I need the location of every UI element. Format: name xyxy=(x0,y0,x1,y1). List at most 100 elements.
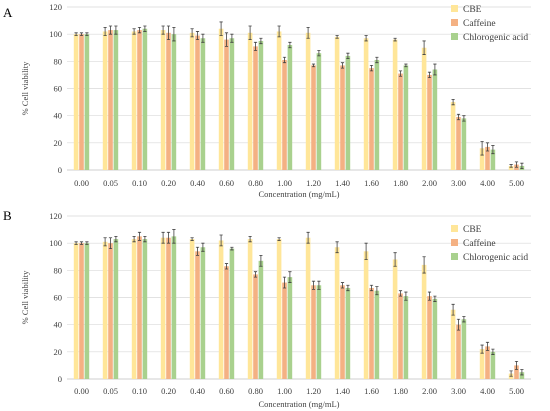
y-tick-label: 40 xyxy=(54,320,63,330)
bar-chlorogenic-acid xyxy=(142,239,148,379)
error-bar xyxy=(340,282,345,289)
y-tick-label: 80 xyxy=(54,265,63,275)
y-axis-title: % Cell viability xyxy=(20,61,30,116)
bar-caffeine xyxy=(398,293,403,379)
error-bar xyxy=(306,26,310,39)
error-bar xyxy=(253,271,258,278)
bar-chlorogenic-acid xyxy=(287,277,293,379)
x-axis-title: Concentration (mg/mL) xyxy=(259,399,340,409)
bar-chlorogenic-acid xyxy=(258,260,264,379)
error-bar xyxy=(317,50,321,57)
error-bar xyxy=(108,25,113,35)
bar-cbe xyxy=(479,148,485,170)
error-bar xyxy=(230,33,234,43)
bar-caffeine xyxy=(166,237,171,379)
bar-chlorogenic-acid xyxy=(113,239,119,379)
error-bar xyxy=(393,252,397,267)
bar-caffeine xyxy=(369,287,374,379)
error-bar xyxy=(108,237,113,249)
bar-caffeine xyxy=(137,30,142,170)
bar-cbe xyxy=(218,240,224,379)
bar-caffeine xyxy=(282,59,287,170)
legend-swatch xyxy=(451,33,458,40)
legend-label: CBE xyxy=(463,225,482,235)
bar-chlorogenic-acid xyxy=(171,34,177,170)
bar-cbe xyxy=(392,39,398,170)
error-bar xyxy=(74,241,78,245)
error-bar xyxy=(485,341,490,351)
error-bar xyxy=(369,284,374,292)
bar-cbe xyxy=(450,102,456,170)
bar-caffeine xyxy=(485,346,490,379)
error-bar xyxy=(137,231,142,241)
bar-caffeine xyxy=(195,251,200,379)
bar-cbe xyxy=(479,349,485,379)
error-bar xyxy=(79,32,84,36)
x-tick-label: 0.80 xyxy=(248,386,263,396)
error-bar xyxy=(288,41,292,49)
y-tick-label: 120 xyxy=(49,211,62,221)
bar-cbe xyxy=(421,264,427,379)
bar-cbe xyxy=(189,32,195,170)
x-tick-label: 1.20 xyxy=(306,178,321,188)
error-bar xyxy=(520,162,524,170)
bar-cbe xyxy=(276,31,282,171)
bar-chlorogenic-acid xyxy=(258,40,264,171)
error-bar xyxy=(253,41,258,51)
bar-cbe xyxy=(334,247,340,379)
error-bar xyxy=(85,32,89,36)
error-bar xyxy=(311,280,316,290)
bar-cbe xyxy=(102,31,108,171)
error-bar xyxy=(393,37,397,42)
y-tick-label: 120 xyxy=(49,2,62,12)
bar-cbe xyxy=(131,239,137,379)
x-tick-label: 1.40 xyxy=(335,386,350,396)
legend-swatch xyxy=(451,19,458,26)
error-bar xyxy=(427,291,432,301)
error-bar xyxy=(317,280,321,290)
error-bar xyxy=(282,56,287,64)
bar-cbe xyxy=(508,165,514,170)
bar-caffeine xyxy=(253,274,258,379)
bar-chlorogenic-acid xyxy=(229,38,235,170)
bar-chlorogenic-acid xyxy=(84,34,90,170)
bar-chlorogenic-acid xyxy=(490,351,496,379)
bar-caffeine xyxy=(340,285,345,379)
error-bar xyxy=(282,276,287,289)
x-tick-label: 1.80 xyxy=(393,178,408,188)
x-tick-label: 1.20 xyxy=(306,386,321,396)
bar-cbe xyxy=(450,309,456,379)
error-bar xyxy=(230,246,234,251)
bar-chlorogenic-acid xyxy=(432,69,438,170)
legend: CBE Caffeine Chlorogenic acid xyxy=(451,5,528,43)
error-bar xyxy=(433,295,437,302)
legend: CBE Caffeine Chlorogenic acid xyxy=(451,225,528,263)
error-bar xyxy=(451,303,455,316)
y-tick-label: 100 xyxy=(49,238,62,248)
error-bar xyxy=(74,32,78,36)
error-bar xyxy=(404,291,408,301)
bar-cbe xyxy=(131,31,137,171)
bar-cbe xyxy=(247,32,253,170)
error-bar xyxy=(346,284,350,292)
error-bar xyxy=(491,348,495,355)
bar-caffeine xyxy=(253,46,258,171)
bar-chlorogenic-acid xyxy=(287,45,293,170)
error-bar xyxy=(451,98,455,106)
error-bar xyxy=(132,235,136,243)
bar-chlorogenic-acid xyxy=(345,287,351,379)
error-bar xyxy=(137,26,142,34)
x-tick-label: 2.00 xyxy=(422,178,437,188)
x-tick-label: 5.00 xyxy=(509,178,524,188)
bar-caffeine xyxy=(79,243,84,379)
y-tick-label: 0 xyxy=(58,374,62,384)
error-bar xyxy=(520,369,524,376)
bar-cbe xyxy=(189,239,195,379)
error-bar xyxy=(422,40,426,55)
error-bar xyxy=(335,35,339,39)
error-bar xyxy=(462,115,466,122)
error-bar xyxy=(480,344,484,354)
error-bar xyxy=(364,242,368,260)
bar-chlorogenic-acid xyxy=(316,53,322,170)
legend-swatch xyxy=(451,253,458,260)
